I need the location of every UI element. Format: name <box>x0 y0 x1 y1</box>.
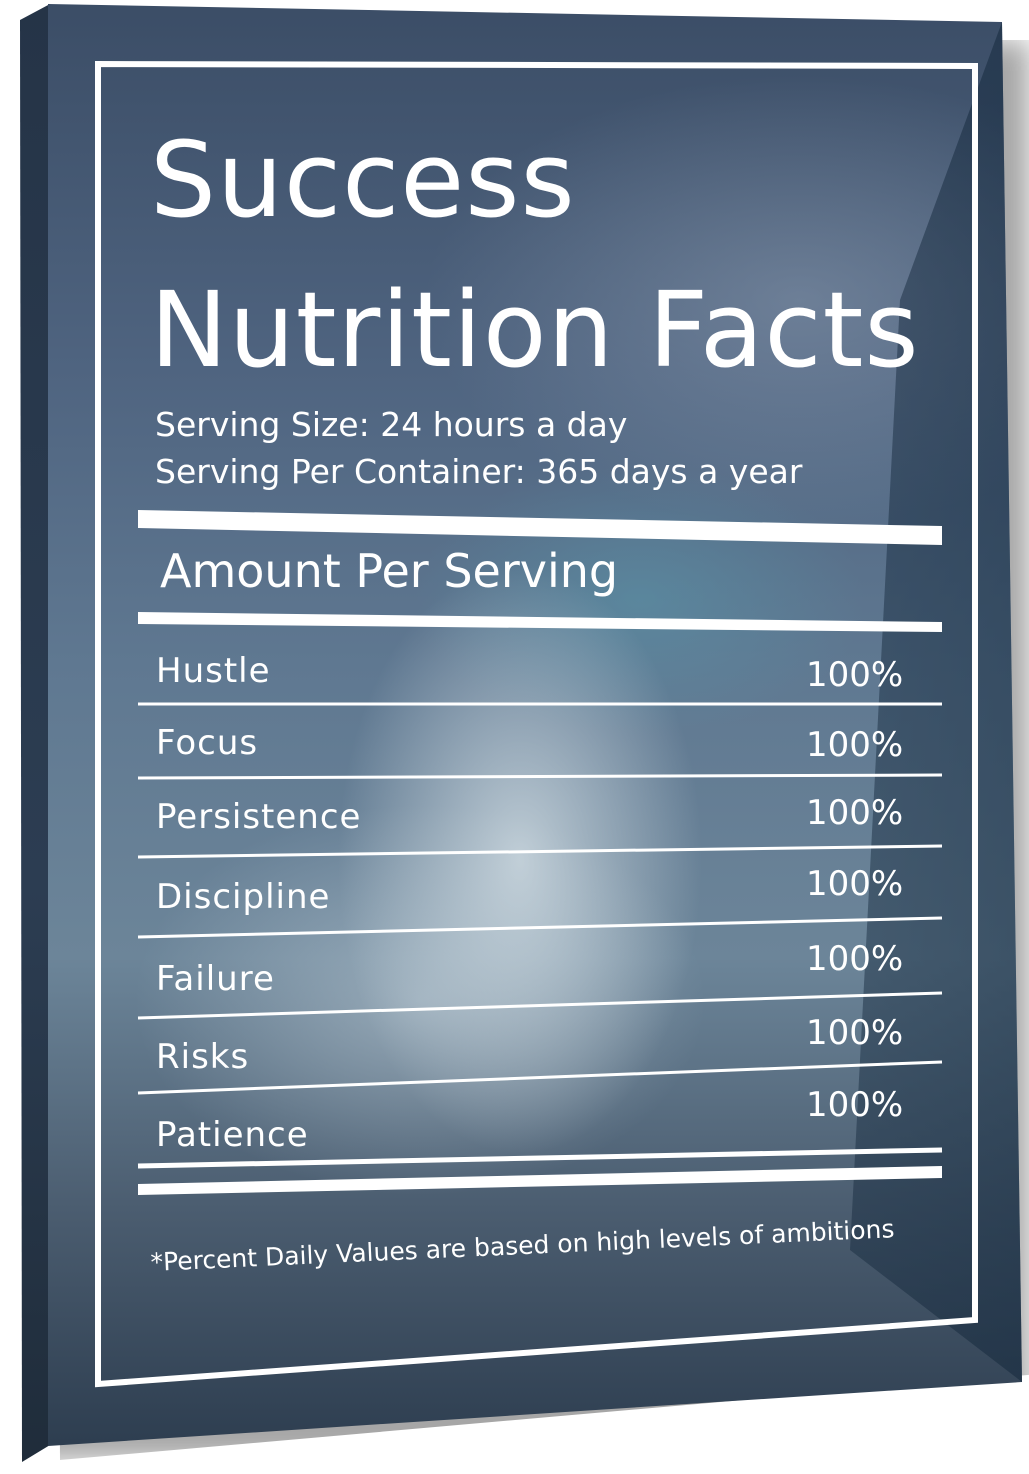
row-value: 100% <box>806 939 904 979</box>
row-value: 100% <box>806 793 904 833</box>
serving-size: Serving Size: 24 hours a day <box>155 405 628 444</box>
row-value: 100% <box>806 725 904 765</box>
row-value: 100% <box>806 864 904 904</box>
white-frame <box>95 60 978 1388</box>
serving-per-container: Serving Per Container: 365 days a year <box>155 452 803 491</box>
thick-rule-top <box>138 510 942 545</box>
title-nutrition-facts: Nutrition Facts <box>150 269 920 391</box>
row-divider <box>137 844 943 859</box>
row-value: 100% <box>806 655 904 695</box>
row-divider <box>137 1060 943 1095</box>
row-label: Failure <box>156 959 275 999</box>
row-divider <box>137 1147 943 1169</box>
thick-rule-bottom <box>138 1166 942 1195</box>
row-value: 100% <box>806 1013 904 1053</box>
row-label: Focus <box>156 723 259 763</box>
row-label: Persistence <box>156 797 362 837</box>
title-success: Success <box>150 119 576 241</box>
row-label: Hustle <box>156 651 271 691</box>
row-label: Risks <box>156 1037 250 1077</box>
row-divider <box>137 991 943 1020</box>
row-label: Discipline <box>156 877 331 917</box>
row-divider <box>137 916 943 939</box>
row-value: 100% <box>806 1085 904 1125</box>
row-label: Patience <box>156 1115 309 1155</box>
rule-amount <box>138 612 942 632</box>
amount-per-serving-header: Amount Per Serving <box>160 544 619 598</box>
row-divider <box>137 773 943 780</box>
